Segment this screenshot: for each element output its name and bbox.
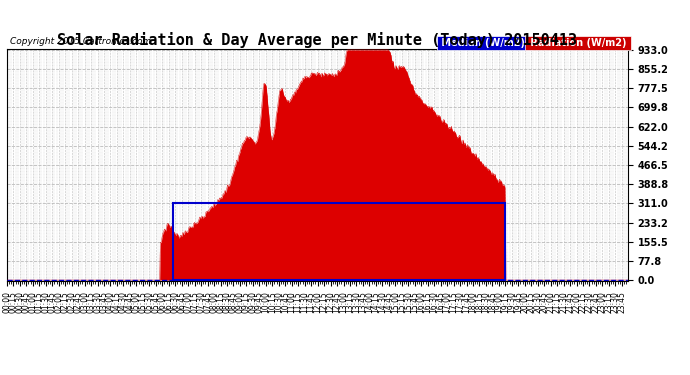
Title: Solar Radiation & Day Average per Minute (Today) 20150413: Solar Radiation & Day Average per Minute… <box>57 32 578 48</box>
Text: Median (W/m2): Median (W/m2) <box>439 38 529 48</box>
Text: Radiation (W/m2): Radiation (W/m2) <box>526 38 629 48</box>
Bar <box>173 203 505 280</box>
Text: Copyright 2015 Cartronics.com: Copyright 2015 Cartronics.com <box>10 38 151 46</box>
